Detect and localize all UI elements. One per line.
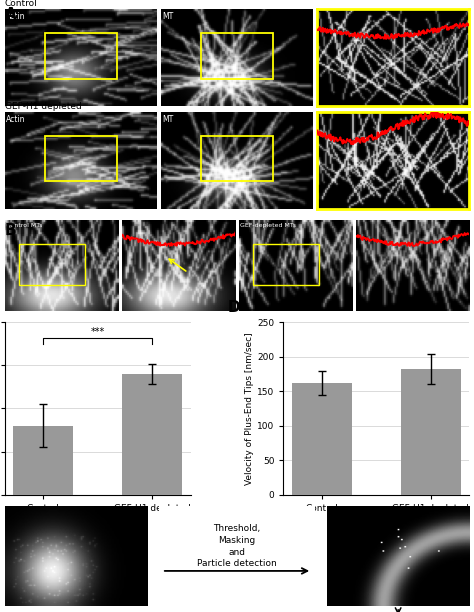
Text: Control: Control [5,0,37,9]
Bar [253,244,319,285]
Text: MT: MT [163,12,174,21]
Bar [201,136,273,181]
Text: B: B [5,223,17,239]
Bar [122,374,182,494]
Bar [201,34,273,79]
Text: GEF-H1 depleted: GEF-H1 depleted [5,102,82,111]
Y-axis label: Velocity of Plus-End Tips [nm/sec]: Velocity of Plus-End Tips [nm/sec] [246,332,255,485]
Text: A: A [5,7,17,23]
Text: ***: *** [91,327,105,337]
Text: Control MTs: Control MTs [7,223,43,228]
Text: MT: MT [163,115,174,124]
Bar [45,136,117,181]
Bar [45,34,117,79]
Text: Threshold,
Masking
and
Particle detection: Threshold, Masking and Particle detectio… [197,524,277,569]
Text: Actin: Actin [6,12,26,21]
Text: GEF-depleted MTs: GEF-depleted MTs [240,223,296,228]
Bar [401,369,461,494]
Bar [13,426,73,494]
Text: Actin: Actin [6,115,26,124]
Bar [292,383,352,494]
Text: D: D [228,300,240,315]
Bar [18,244,85,285]
